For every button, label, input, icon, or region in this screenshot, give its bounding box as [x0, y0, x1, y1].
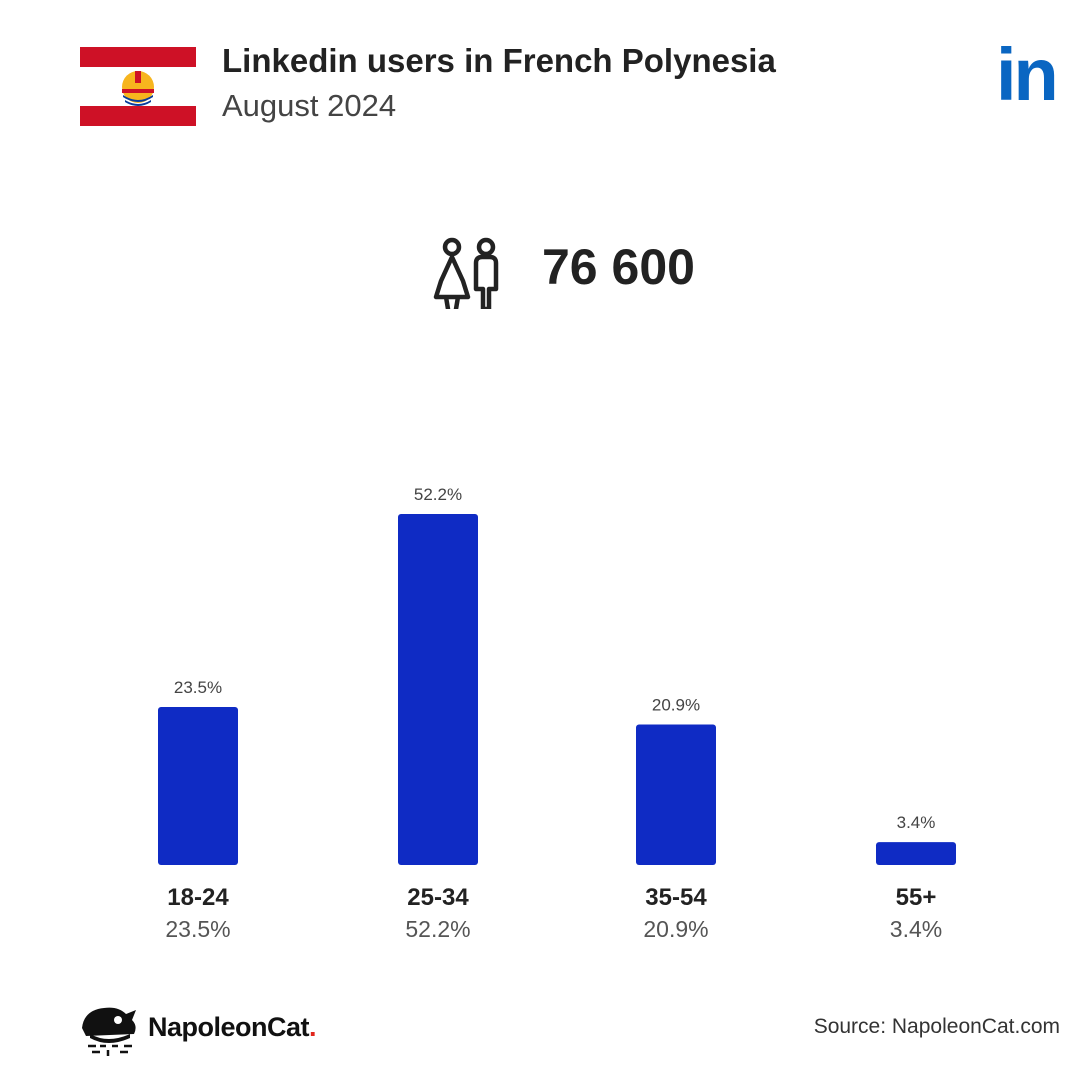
- flag-emblem: [122, 71, 154, 106]
- flag-bottom-stripe: [80, 106, 196, 126]
- bar-value-label: 20.9%: [652, 695, 700, 714]
- bar-55+: [876, 842, 956, 865]
- category-label: 18-24: [167, 884, 229, 911]
- header: Linkedin users in French Polynesia Augus…: [0, 0, 1080, 150]
- napoleoncat-name: NapoleonCat: [148, 1012, 310, 1042]
- source-note: Source: NapoleonCat.com: [813, 1015, 1060, 1038]
- category-label: 35-54: [645, 884, 707, 911]
- people-icon: [433, 237, 499, 309]
- napoleoncat-wordmark: NapoleonCat.: [148, 1012, 317, 1043]
- bar-value-label: 3.4%: [897, 813, 936, 832]
- total-users-value: 76 600: [542, 239, 695, 295]
- napoleoncat-dot: .: [309, 1012, 317, 1042]
- category-percent-label: 23.5%: [165, 916, 230, 942]
- bar-value-label: 52.2%: [414, 485, 462, 504]
- category-percent-label: 3.4%: [890, 916, 942, 942]
- category-label: 55+: [896, 884, 937, 911]
- linkedin-logo-icon: in: [996, 33, 1059, 116]
- bar-25-34: [398, 514, 478, 865]
- age-distribution-chart: 23.5% 18-24 23.5% 52.2% 25-34 52.2% 20.9% 35-54…: [158, 485, 956, 942]
- category-label: 25-34: [407, 884, 469, 911]
- bar-18-24: [158, 706, 238, 865]
- napoleoncat-logo-icon: [82, 1007, 136, 1056]
- page-title: Linkedin users in French Polynesia: [222, 42, 776, 79]
- category-percent-label: 20.9%: [643, 916, 708, 942]
- flag-top-stripe: [80, 47, 196, 67]
- bar-35-54: [636, 724, 716, 865]
- footer: NapoleonCat. Source: NapoleonCat.com: [0, 990, 1080, 1060]
- bar-value-label: 23.5%: [174, 678, 222, 697]
- total-users: 76 600: [0, 225, 1080, 315]
- french-polynesia-flag-icon: [80, 47, 196, 126]
- category-percent-label: 52.2%: [405, 916, 470, 942]
- page-subtitle: August 2024: [222, 88, 397, 123]
